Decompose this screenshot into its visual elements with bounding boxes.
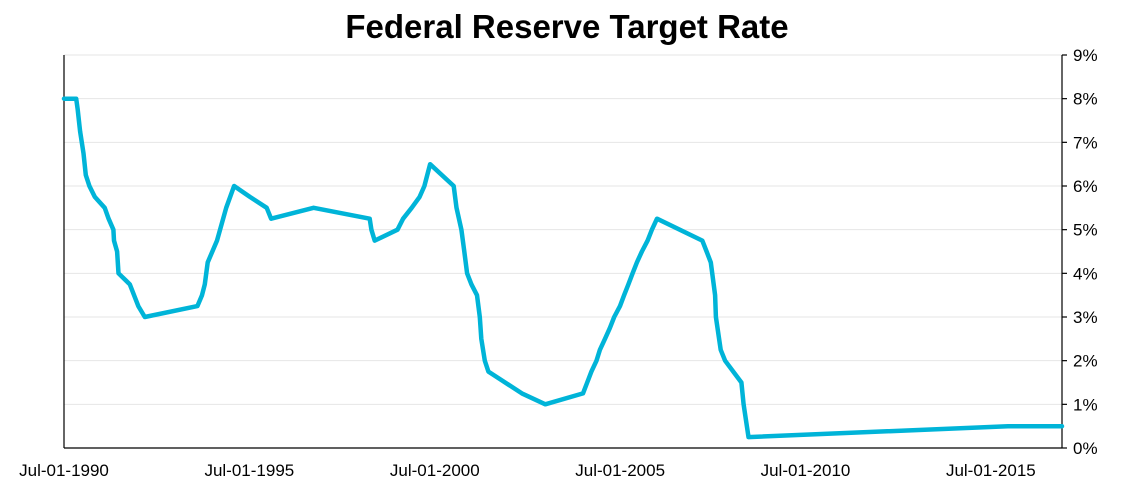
y-tick-label: 6%	[1073, 177, 1098, 196]
x-tick-label: Jul-01-1990	[19, 461, 109, 480]
y-tick-label: 2%	[1073, 352, 1098, 371]
x-tick-label: Jul-01-2000	[390, 461, 480, 480]
y-tick-label: 3%	[1073, 308, 1098, 327]
y-tick-label: 0%	[1073, 439, 1098, 458]
y-tick-label: 4%	[1073, 264, 1098, 283]
x-tick-label: Jul-01-2010	[761, 461, 851, 480]
y-tick-label: 9%	[1073, 46, 1098, 65]
y-tick-label: 5%	[1073, 221, 1098, 240]
x-tick-label: Jul-01-2005	[575, 461, 665, 480]
axes	[63, 54, 1067, 449]
x-tick-label: Jul-01-1995	[204, 461, 294, 480]
y-tick-label: 1%	[1073, 395, 1098, 414]
y-tick-labels: 0% 1% 2% 3% 4% 5% 6% 7% 8% 9%	[1073, 46, 1098, 458]
chart-title: Federal Reserve Target Rate	[345, 8, 788, 45]
y-tick-label: 8%	[1073, 90, 1098, 109]
gridlines	[64, 54, 1062, 405]
series-layer	[61, 96, 1065, 440]
y-tick-label: 7%	[1073, 133, 1098, 152]
series-line	[61, 96, 1065, 440]
x-tick-labels: Jul-01-1990 Jul-01-1995 Jul-01-2000 Jul-01-…	[19, 461, 1036, 480]
x-tick-label: Jul-01-2015	[946, 461, 1036, 480]
